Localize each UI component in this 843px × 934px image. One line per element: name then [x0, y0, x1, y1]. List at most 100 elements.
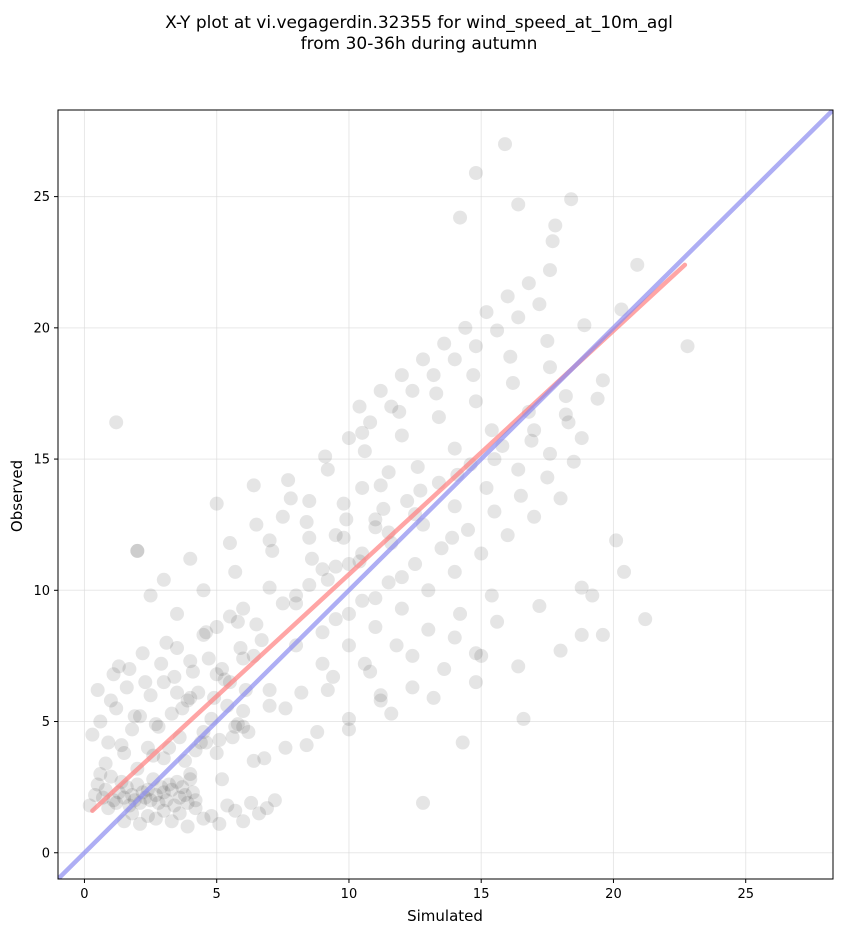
scatter-point: [188, 801, 203, 816]
scatter-point: [384, 399, 399, 414]
scatter-point: [302, 578, 317, 593]
scatter-point: [516, 711, 531, 726]
scatter-point: [341, 722, 356, 737]
scatter-point: [542, 446, 557, 461]
scatter-point: [368, 520, 383, 535]
scatter-point: [138, 675, 153, 690]
y-tick-label: 20: [33, 321, 50, 336]
scatter-point: [447, 352, 462, 367]
scatter-point: [249, 617, 264, 632]
scatter-point: [244, 795, 259, 810]
scatter-point: [225, 730, 240, 745]
scatter-point: [183, 690, 198, 705]
scatter-point: [199, 625, 214, 640]
scatter-point: [553, 491, 568, 506]
scatter-point: [590, 391, 605, 406]
scatter-point: [132, 709, 147, 724]
scatter-point: [236, 719, 251, 734]
scatter-point: [143, 588, 158, 603]
scatter-point: [373, 383, 388, 398]
scatter-point: [564, 192, 579, 207]
scatter-point: [140, 740, 155, 755]
scatter-point: [447, 630, 462, 645]
scatter-point: [233, 641, 248, 656]
scatter-point: [468, 394, 483, 409]
scatter-point: [294, 685, 309, 700]
scatter-point: [320, 572, 335, 587]
scatter-point: [302, 494, 317, 509]
scatter-point: [381, 575, 396, 590]
scatter-points: [82, 137, 695, 834]
scatter-point: [188, 793, 203, 808]
scatter-point: [392, 404, 407, 419]
scatter-point: [228, 564, 243, 579]
scatter-point: [429, 386, 444, 401]
scatter-point: [230, 614, 245, 629]
scatter-point: [262, 533, 277, 548]
scatter-point: [542, 360, 557, 375]
scatter-point: [93, 714, 108, 729]
scatter-point: [212, 732, 227, 747]
scatter-point: [156, 572, 171, 587]
scatter-point: [106, 667, 121, 682]
scatter-point: [336, 496, 351, 511]
scatter-point: [159, 793, 174, 808]
scatter-point: [561, 415, 576, 430]
scatter-point: [90, 683, 105, 698]
scatter-point: [368, 591, 383, 606]
scatter-point: [275, 596, 290, 611]
reference-lines: [58, 110, 833, 879]
scatter-point: [341, 638, 356, 653]
plot-area-frame: [57, 109, 834, 880]
scatter-point: [246, 478, 261, 493]
scatter-point: [500, 289, 515, 304]
scatter-point: [212, 816, 227, 831]
scatter-point: [164, 814, 179, 829]
scatter-point: [304, 551, 319, 566]
scatter-point: [336, 530, 351, 545]
scatter-point: [119, 680, 134, 695]
scatter-point: [122, 662, 137, 677]
y-axis-label: Observed: [8, 460, 26, 532]
scatter-point: [503, 349, 518, 364]
scatter-point: [156, 751, 171, 766]
scatter-point: [355, 480, 370, 495]
x-tick-label: 5: [213, 887, 221, 902]
scatter-point: [558, 389, 573, 404]
scatter-point: [574, 431, 589, 446]
scatter-point: [527, 509, 542, 524]
scatter-point: [408, 557, 423, 572]
scatter-point: [511, 462, 526, 477]
scatter-point: [373, 688, 388, 703]
scatter-point: [394, 570, 409, 585]
scatter-point: [170, 685, 185, 700]
scatter-point: [310, 725, 325, 740]
scatter-point: [196, 811, 211, 826]
scatter-point: [490, 614, 505, 629]
scatter-point: [511, 310, 526, 325]
scatter-point: [103, 769, 118, 784]
scatter-point: [405, 383, 420, 398]
scatter-point: [511, 197, 526, 212]
scatter-point: [172, 790, 187, 805]
scatter-point: [114, 738, 129, 753]
scatter-point: [426, 368, 441, 383]
scatter-point: [111, 659, 126, 674]
scatter-point: [341, 431, 356, 446]
scatter-point: [281, 473, 296, 488]
scatter-point: [328, 528, 343, 543]
scatter-point: [299, 738, 314, 753]
scatter-point: [479, 305, 494, 320]
scatter-point: [453, 210, 468, 225]
scatter-point: [357, 444, 372, 459]
scatter-point: [151, 795, 166, 810]
scatter-point: [170, 641, 185, 656]
scatter-point: [230, 717, 245, 732]
scatter-point: [236, 651, 251, 666]
scatter-point: [95, 790, 110, 805]
scatter-point: [130, 777, 145, 792]
scatter-point: [275, 509, 290, 524]
scatter-point: [315, 625, 330, 640]
scatter-point: [299, 515, 314, 530]
scatter-point: [447, 441, 462, 456]
